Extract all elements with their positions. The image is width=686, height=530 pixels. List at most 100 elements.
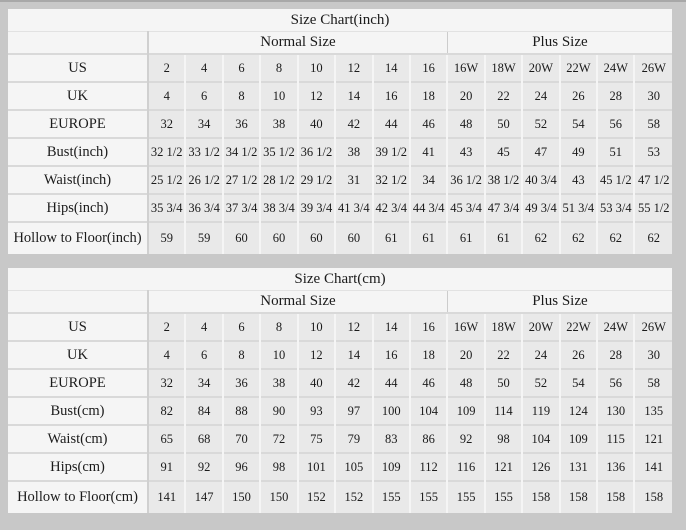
size-value-cell: 92: [184, 452, 223, 481]
size-value-cell: 16: [371, 81, 410, 110]
size-value-cell: 58: [633, 109, 672, 138]
size-value-cell: 47 1/2: [633, 165, 672, 194]
size-value-cell: 97: [334, 396, 373, 425]
size-value-cell: 60: [334, 221, 373, 254]
size-value-cell: 4: [184, 312, 223, 341]
size-value-cell: 20W: [521, 312, 560, 341]
size-value-cell: 8: [221, 81, 261, 110]
size-value-cell: 28 1/2: [259, 165, 298, 194]
row-label: Bust(inch): [8, 137, 149, 166]
size-value-cell: 84: [184, 396, 223, 425]
size-value-cell: 6: [221, 53, 261, 82]
size-value-cell: 88: [221, 396, 261, 425]
size-value-cell: 105: [334, 452, 373, 481]
size-value-cell: 150: [259, 480, 298, 513]
size-value-cell: 14: [334, 340, 373, 369]
size-value-cell: 10: [259, 81, 298, 110]
size-value-cell: 155: [483, 480, 523, 513]
size-value-cell: 34 1/2: [221, 137, 261, 166]
size-value-cell: 2: [146, 312, 186, 341]
table-row: UK 4 6 8 10 12 14 16 18 20 22 24 26 28 30: [8, 340, 672, 369]
size-value-cell: 72: [259, 424, 298, 453]
size-value-cell: 83: [371, 424, 410, 453]
row-label: Hollow to Floor(cm): [8, 480, 149, 513]
size-value-cell: 75: [296, 424, 336, 453]
size-value-cell: 38: [334, 137, 373, 166]
size-value-cell: 24W: [596, 312, 635, 341]
size-value-cell: 158: [596, 480, 635, 513]
size-value-cell: 22W: [558, 312, 598, 341]
size-value-cell: 28: [596, 81, 635, 110]
size-value-cell: 46: [408, 109, 448, 138]
size-value-cell: 26W: [633, 312, 672, 341]
size-value-cell: 45 1/2: [596, 165, 635, 194]
size-value-cell: 16W: [446, 312, 485, 341]
size-value-cell: 34: [408, 165, 448, 194]
size-value-cell: 98: [483, 424, 523, 453]
size-value-cell: 16: [371, 340, 410, 369]
table-row: US 2 4 6 8 10 12 14 16 16W 18W 20W 22W 24W 26W: [8, 312, 672, 341]
size-value-cell: 38 1/2: [483, 165, 523, 194]
size-value-cell: 79: [334, 424, 373, 453]
corner-cell: [8, 31, 149, 54]
size-value-cell: 25 1/2: [146, 165, 186, 194]
row-label: Hollow to Floor(inch): [8, 221, 149, 254]
size-value-cell: 61: [408, 221, 448, 254]
size-value-cell: 131: [558, 452, 598, 481]
size-value-cell: 32 1/2: [371, 165, 410, 194]
size-value-cell: 36: [221, 109, 261, 138]
size-value-cell: 62: [596, 221, 635, 254]
size-value-cell: 36 1/2: [296, 137, 336, 166]
size-value-cell: 20: [446, 340, 485, 369]
size-value-cell: 42: [334, 368, 373, 397]
size-value-cell: 56: [596, 109, 635, 138]
size-value-cell: 37 3/4: [221, 193, 261, 222]
size-value-cell: 14: [334, 81, 373, 110]
size-value-cell: 6: [221, 312, 261, 341]
size-value-cell: 10: [296, 53, 336, 82]
size-value-cell: 58: [633, 368, 672, 397]
size-value-cell: 26: [558, 81, 598, 110]
size-value-cell: 116: [446, 452, 485, 481]
size-value-cell: 45 3/4: [446, 193, 485, 222]
size-value-cell: 22W: [558, 53, 598, 82]
size-value-cell: 26 1/2: [184, 165, 223, 194]
size-value-cell: 109: [558, 424, 598, 453]
size-value-cell: 158: [633, 480, 672, 513]
size-value-cell: 60: [259, 221, 298, 254]
size-value-cell: 38: [259, 368, 298, 397]
table-row: EUROPE 32 34 36 38 40 42 44 46 48 50 52 54 56 58: [8, 109, 672, 138]
title-row: Size Chart(cm): [8, 268, 672, 291]
row-label: Waist(cm): [8, 424, 149, 453]
row-label: Hips(inch): [8, 193, 149, 222]
size-value-cell: 12: [334, 53, 373, 82]
size-value-cell: 48: [446, 368, 485, 397]
size-value-cell: 24W: [596, 53, 635, 82]
size-value-cell: 49 3/4: [521, 193, 560, 222]
size-value-cell: 54: [558, 368, 598, 397]
size-value-cell: 121: [633, 424, 672, 453]
row-label: Waist(inch): [8, 165, 149, 194]
group-header-normal-size: Normal Size: [148, 290, 448, 313]
row-label: Bust(cm): [8, 396, 149, 425]
size-value-cell: 41: [408, 137, 448, 166]
size-value-cell: 68: [184, 424, 223, 453]
size-value-cell: 20: [446, 81, 485, 110]
size-value-cell: 18: [408, 81, 448, 110]
group-header-normal-size: Normal Size: [148, 31, 448, 54]
size-value-cell: 22: [483, 81, 523, 110]
size-value-cell: 2: [146, 53, 186, 82]
size-value-cell: 130: [596, 396, 635, 425]
table-row: Hollow to Floor(inch) 59 59 60 60 60 60 61 61 61 6…: [8, 221, 672, 254]
size-value-cell: 53: [633, 137, 672, 166]
row-label: US: [8, 312, 149, 341]
size-value-cell: 91: [146, 452, 186, 481]
size-value-cell: 47: [521, 137, 560, 166]
size-value-cell: 32 1/2: [146, 137, 186, 166]
size-value-cell: 62: [633, 221, 672, 254]
table-row: Hips(inch) 35 3/4 36 3/4 37 3/4 38 3/4 39 3/4…: [8, 193, 672, 222]
size-value-cell: 20W: [521, 53, 560, 82]
size-value-cell: 27 1/2: [221, 165, 261, 194]
size-chart-table-cm: Size Chart(cm) Normal Size Plus Size US 2 4 6 8…: [8, 268, 672, 513]
size-value-cell: 155: [446, 480, 485, 513]
